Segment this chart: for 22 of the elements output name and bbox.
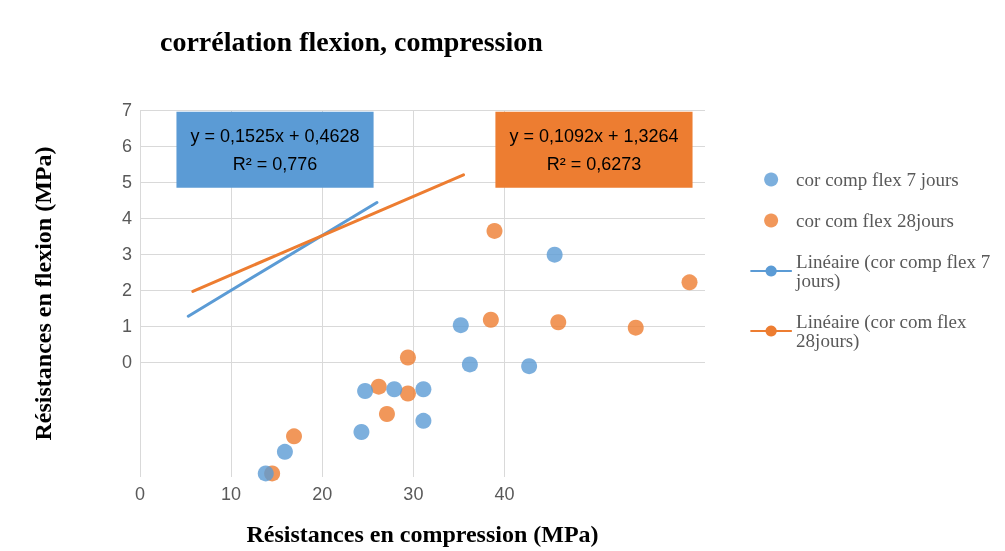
x-axis-title: Résistances en compression (MPa) — [246, 521, 599, 547]
y-tick-label: 5 — [121, 171, 132, 192]
y-tick-label: 6 — [121, 135, 132, 156]
legend-label: Linéaire (cor com flex 28jours) — [796, 311, 972, 352]
legend-label: Linéaire (cor comp flex 7 jours) — [795, 251, 996, 292]
x-tick-label: 10 — [221, 484, 242, 504]
annotation: y = 0,1525x + 0,4628 R² = 0,776 — [190, 125, 360, 174]
x-tick-label: 20 — [312, 484, 333, 504]
y-tick-label: 7 — [121, 100, 132, 120]
legend-label: cor comp flex 7 jours — [796, 169, 959, 190]
y-tick-label: 2 — [121, 279, 132, 300]
y-axis-title: Résistances en flexion (MPa) — [30, 146, 56, 441]
legend-label: cor com flex 28jours — [796, 210, 954, 231]
x-tick-label: 40 — [494, 484, 515, 504]
chart-title: corrélation flexion, compression — [160, 25, 544, 57]
y-tick-label: 4 — [121, 207, 132, 228]
y-tick-label: 0 — [121, 351, 132, 372]
y-tick-label: 3 — [121, 243, 132, 264]
x-tick-label: 30 — [403, 484, 424, 504]
y-tick-label: 1 — [121, 315, 132, 336]
annotation: y = 0,1092x + 1,3264 R² = 0,6273 — [509, 125, 679, 174]
x-tick-label: 0 — [134, 484, 146, 504]
